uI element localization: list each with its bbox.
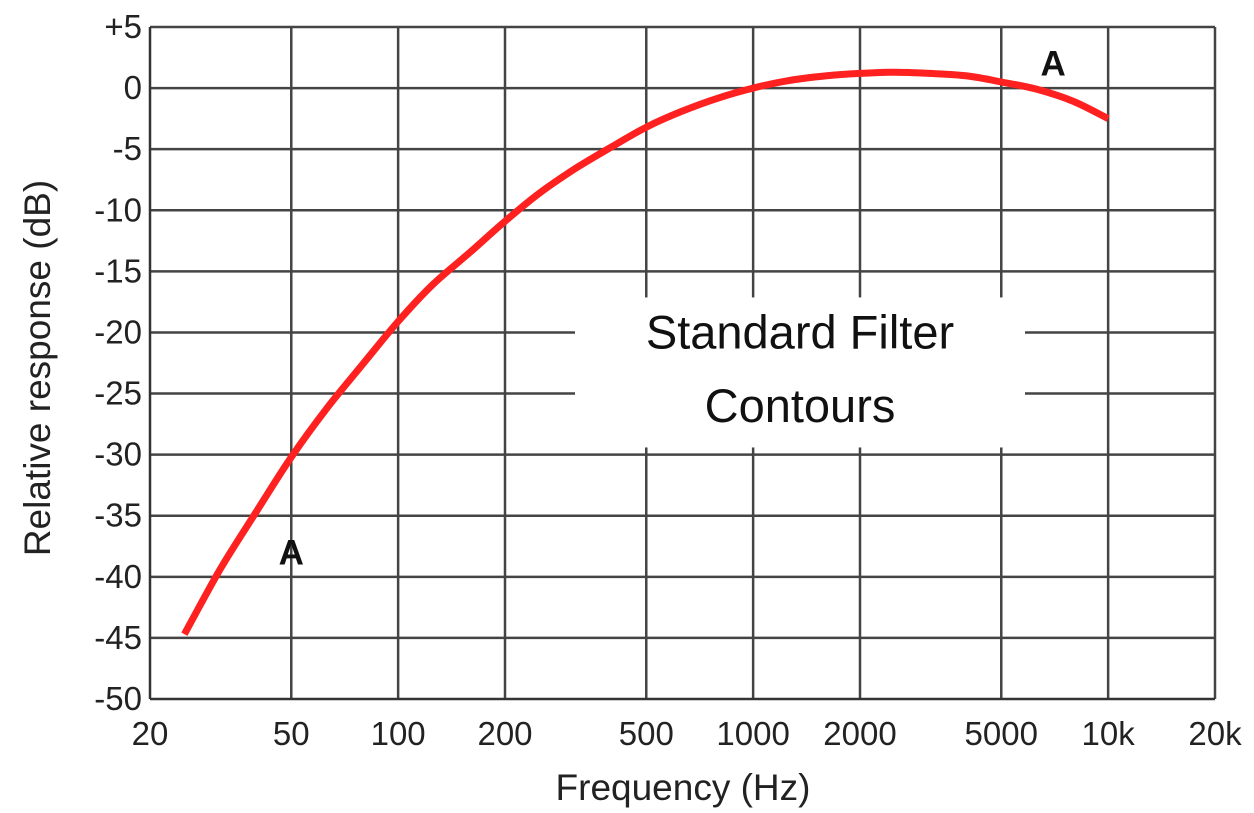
x-tick-label: 2000	[823, 715, 896, 752]
a-weighting-curve	[181, 68, 1110, 636]
axes	[148, 27, 1215, 701]
y-tick-label: -35	[94, 497, 142, 534]
y-tick-label: 0	[124, 69, 142, 106]
x-tick-label: 50	[273, 715, 310, 752]
x-tick-label: 20	[132, 715, 169, 752]
x-axis-title: Frequency (Hz)	[556, 767, 811, 808]
y-tick-label: -45	[94, 619, 142, 656]
series-layer: AA	[181, 45, 1110, 636]
y-tick-label: -50	[94, 680, 142, 717]
y-tick-label: -40	[94, 558, 142, 595]
curve-label: A	[1041, 45, 1066, 84]
y-tick-label: +5	[104, 8, 142, 45]
annotation-text: Standard Filter	[646, 305, 954, 358]
x-tick-label: 10k	[1082, 715, 1136, 752]
x-tick-label: 100	[371, 715, 426, 752]
y-tick-label: -30	[94, 436, 142, 473]
x-tick-label: 500	[619, 715, 674, 752]
y-tick-label: -5	[113, 130, 142, 167]
x-tick-label: 200	[477, 715, 532, 752]
x-tick-label: 1000	[716, 715, 789, 752]
y-tick-label: -20	[94, 313, 142, 350]
x-tick-label: 20k	[1188, 715, 1242, 752]
chart-annotation: Standard Filter Contours	[575, 297, 1025, 448]
annotation-background	[575, 297, 1025, 448]
y-tick-label: -15	[94, 252, 142, 289]
annotation-text: Contours	[705, 379, 896, 432]
y-tick-label: -25	[94, 375, 142, 412]
x-tick-label: 5000	[965, 715, 1038, 752]
curve-label: A	[279, 533, 304, 572]
y-tick-label: -10	[94, 191, 142, 228]
y-axis-title: Relative response (dB)	[17, 180, 58, 556]
